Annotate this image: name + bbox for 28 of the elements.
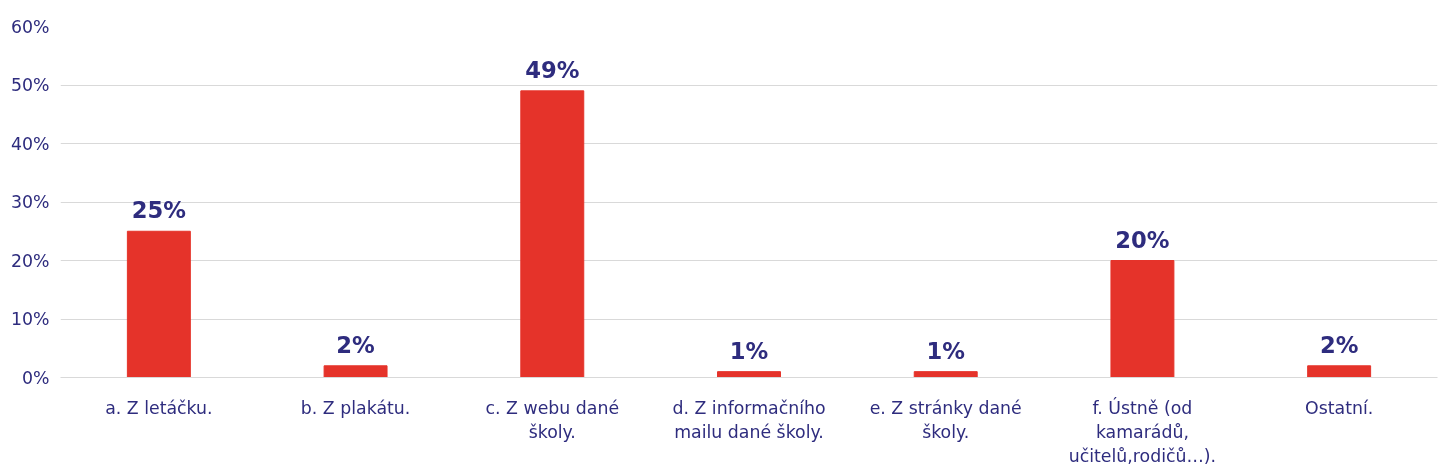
data-label: 49%: [525, 56, 580, 83]
bar: [913, 371, 978, 378]
data-label: 25%: [131, 197, 186, 224]
bar: [1307, 365, 1372, 378]
data-label: 1%: [729, 337, 769, 364]
y-tick-label: 0%: [22, 367, 50, 388]
x-tick-label: b. Z plakátu.: [300, 397, 411, 418]
y-tick-label: 50%: [10, 75, 50, 95]
x-tick-label: Ostatní.: [1305, 397, 1374, 418]
bar: [520, 90, 585, 378]
bar: [717, 371, 781, 378]
bar: [323, 365, 388, 378]
bar: [1110, 260, 1175, 378]
y-tick-label: 60%: [10, 16, 50, 37]
x-tick-label: f. Ústně (od kamarádů, učitelů,rodičů…).: [1068, 396, 1217, 466]
data-label: 1%: [926, 337, 965, 364]
data-label: 20%: [1115, 226, 1170, 253]
y-tick-label: 30%: [10, 192, 50, 212]
y-tick-label: 10%: [10, 309, 50, 329]
y-tick-label: 40%: [10, 133, 50, 154]
data-label: 2%: [336, 331, 375, 358]
x-tick-label: d. Z informačního mailu dané školy.: [672, 397, 826, 442]
data-label: 2%: [1319, 331, 1359, 358]
x-tick-label: e. Z stránky dané školy.: [869, 397, 1022, 442]
x-tick-label: c. Z webu dané školy.: [485, 397, 620, 442]
bar: [126, 230, 191, 378]
y-tick-label: 20%: [10, 250, 50, 271]
x-tick-label: a. Z letáčku.: [105, 397, 213, 418]
